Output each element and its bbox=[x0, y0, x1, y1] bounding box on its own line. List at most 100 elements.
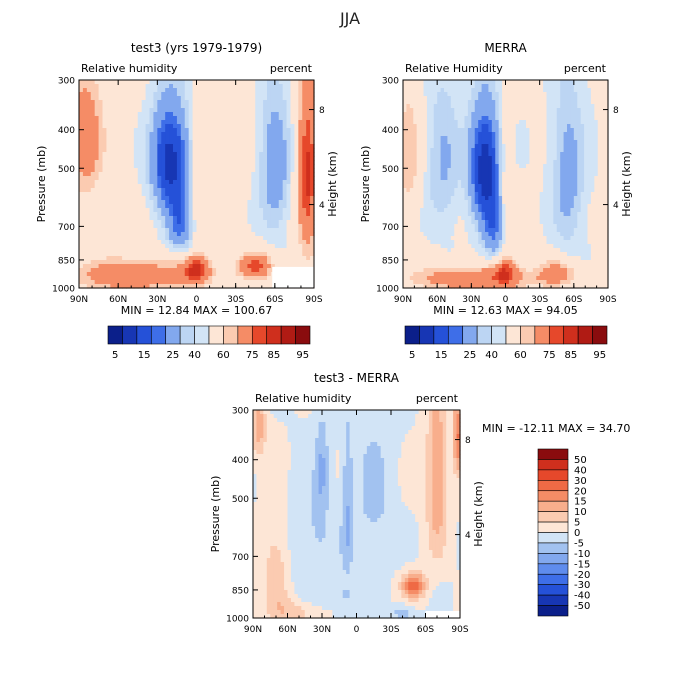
heatmap-cell bbox=[519, 160, 524, 165]
heatmap-cell bbox=[286, 100, 292, 105]
heatmap-cell bbox=[145, 128, 151, 133]
heatmap-cell bbox=[450, 148, 455, 153]
heatmap-cell bbox=[310, 172, 315, 177]
heatmap-cell bbox=[220, 96, 225, 101]
heatmap-cell bbox=[594, 144, 599, 149]
heatmap-cell bbox=[310, 88, 315, 93]
heatmap-cell bbox=[129, 128, 135, 133]
heatmap-cell bbox=[543, 176, 548, 181]
heatmap-cell bbox=[590, 152, 595, 157]
heatmap-cell bbox=[149, 220, 155, 225]
heatmap-cell bbox=[474, 144, 479, 149]
heatmap-cell bbox=[184, 148, 190, 153]
heatmap-cell bbox=[204, 196, 209, 201]
heatmap-cell bbox=[196, 216, 202, 221]
heatmap-cell bbox=[184, 108, 190, 113]
heatmap-cell bbox=[447, 140, 452, 145]
heatmap-cell bbox=[290, 104, 296, 109]
heatmap-cell bbox=[176, 252, 182, 257]
heatmap-cell bbox=[267, 80, 272, 85]
heatmap-cell bbox=[553, 168, 558, 173]
heatmap-cell bbox=[549, 120, 554, 125]
heatmap-cell bbox=[173, 120, 178, 125]
heatmap-cell bbox=[243, 92, 249, 97]
heatmap-cell bbox=[467, 112, 472, 117]
heatmap-cell bbox=[235, 172, 241, 177]
heatmap-cell bbox=[495, 144, 500, 149]
heatmap-cell bbox=[302, 128, 307, 133]
heatmap-cell bbox=[286, 216, 292, 221]
heatmap-cell bbox=[282, 240, 288, 245]
heatmap-cell bbox=[137, 84, 143, 89]
heatmap-cell bbox=[231, 180, 237, 185]
heatmap-cell bbox=[584, 164, 589, 169]
heatmap-cell bbox=[145, 228, 151, 233]
heatmap-cell bbox=[560, 108, 565, 113]
heatmap-cell bbox=[267, 96, 272, 101]
heatmap-cell bbox=[98, 248, 104, 253]
heatmap-cell bbox=[587, 124, 592, 129]
heatmap-cell bbox=[204, 212, 209, 217]
heatmap-cell bbox=[137, 180, 143, 185]
heatmap-cell bbox=[180, 216, 186, 221]
heatmap-cell bbox=[180, 164, 186, 169]
heatmap-cell bbox=[290, 236, 296, 241]
heatmap-cell bbox=[282, 144, 288, 149]
heatmap-cell bbox=[196, 180, 202, 185]
heatmap-cell bbox=[231, 232, 237, 237]
heatmap-cell bbox=[149, 176, 155, 181]
heatmap-cell bbox=[137, 228, 143, 233]
heatmap-cell bbox=[86, 172, 92, 177]
heatmap-cell bbox=[184, 264, 190, 269]
heatmap-cell bbox=[416, 156, 421, 161]
heatmap-cell bbox=[204, 252, 209, 257]
heatmap-cell bbox=[302, 216, 307, 221]
heatmap-cell bbox=[227, 88, 233, 93]
heatmap-cell bbox=[464, 128, 469, 133]
heatmap-cell bbox=[153, 88, 158, 93]
heatmap-cell bbox=[231, 92, 237, 97]
heatmap-cell bbox=[464, 84, 469, 89]
heatmap-cell bbox=[274, 220, 280, 225]
heatmap-cell bbox=[444, 124, 449, 129]
heatmap-cell bbox=[302, 200, 307, 205]
heatmap-cell bbox=[471, 100, 476, 105]
heatmap-cell bbox=[153, 144, 158, 149]
heatmap-cell bbox=[529, 140, 534, 145]
heatmap-cell bbox=[157, 188, 162, 193]
heatmap-cell bbox=[188, 104, 194, 109]
heatmap-cell bbox=[188, 84, 194, 89]
heatmap-cell bbox=[200, 124, 205, 129]
heatmap-cell bbox=[485, 188, 490, 193]
heatmap-cell bbox=[184, 248, 190, 253]
heatmap-cell bbox=[220, 220, 225, 225]
heatmap-cell bbox=[86, 112, 92, 117]
heatmap-cell bbox=[235, 244, 241, 249]
heatmap-cell bbox=[196, 164, 202, 169]
heatmap-cell bbox=[255, 216, 260, 221]
heatmap-cell bbox=[488, 196, 493, 201]
heatmap-cell bbox=[98, 116, 104, 121]
heatmap-cell bbox=[604, 164, 609, 169]
heatmap-cell bbox=[505, 144, 510, 149]
heatmap-cell bbox=[129, 96, 135, 101]
heatmap-cell bbox=[247, 112, 252, 117]
heatmap-cell bbox=[580, 148, 585, 153]
heatmap-cell bbox=[145, 248, 151, 253]
heatmap-cell bbox=[491, 164, 496, 169]
heatmap-cell bbox=[259, 240, 264, 245]
heatmap-cell bbox=[420, 148, 425, 153]
heatmap-cell bbox=[90, 200, 96, 205]
heatmap-cell bbox=[227, 184, 233, 189]
heatmap-cell bbox=[286, 264, 292, 269]
heatmap-cell bbox=[82, 232, 88, 237]
heatmap-cell bbox=[200, 128, 205, 133]
heatmap-cell bbox=[536, 92, 541, 97]
heatmap-cell bbox=[118, 164, 123, 169]
heatmap-cell bbox=[573, 184, 578, 189]
heatmap-cell bbox=[98, 200, 104, 205]
heatmap-cell bbox=[126, 260, 131, 265]
heatmap-cell bbox=[444, 176, 449, 181]
heatmap-cell bbox=[223, 180, 229, 185]
heatmap-cell bbox=[454, 140, 459, 145]
